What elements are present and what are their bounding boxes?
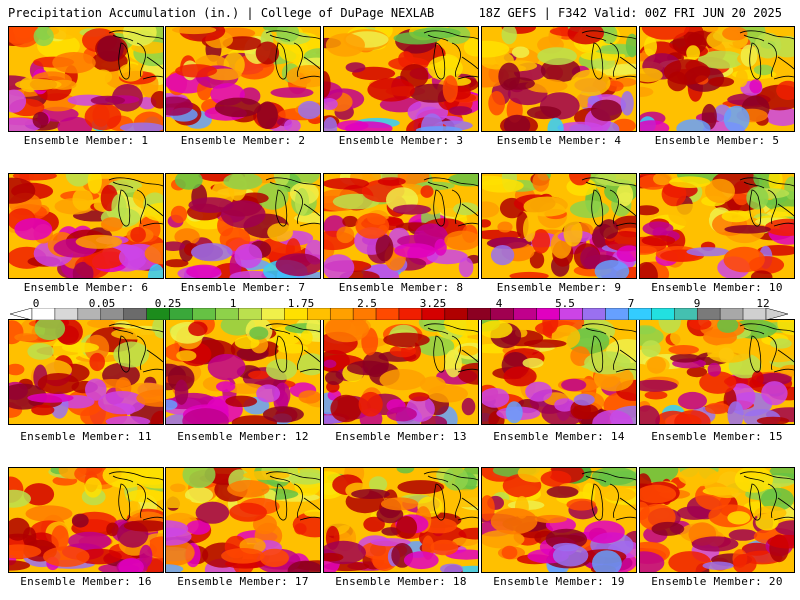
ensemble-member-label: Ensemble Member: 10 [651,281,783,294]
colorbar-swatch [398,308,423,320]
ensemble-member-map [639,173,795,279]
colorbar-swatch [146,308,170,320]
colorbar-swatch [215,308,239,320]
colorbar-swatch [742,308,767,320]
colorbar-swatch [352,308,377,320]
ensemble-member-label: Ensemble Member: 19 [493,575,625,588]
ensemble-member-label: Ensemble Member: 2 [180,134,306,147]
colorbar-swatch [123,308,147,320]
colorbar-tick-label: 1 [229,297,237,310]
ensemble-member-map [323,26,479,132]
colorbar-swatch [628,308,652,320]
colorbar-swatch [582,308,606,320]
colorbar-labels: 0 0.05 0.25 1 1.75 2.5 3.25 4 5.5 7 9 12 [0,297,800,310]
colorbar-tick-label: 2.5 [357,297,377,310]
colorbar-tick-label: 1.75 [287,297,315,310]
ensemble-member-label: Ensemble Member: 6 [23,281,149,294]
colorbar-swatch [329,308,354,320]
colorbar-tick-label: 3.25 [419,297,447,310]
colorbar-swatch [238,308,262,320]
colorbar-swatch [651,308,675,320]
ensemble-member-map [639,26,795,132]
colorbar-swatch [421,308,446,320]
colorbar-swatch [444,308,469,320]
colorbar-swatch [31,308,56,320]
colorbar-swatch [261,308,285,320]
colorbar-swatch [536,308,560,320]
colorbar-tick-label: 4 [495,297,503,310]
colorbar-tick-label: 12 [756,297,770,310]
ensemble-member-label: Ensemble Member: 8 [338,281,464,294]
colorbar-swatch [559,308,583,320]
ensemble-member-map [8,26,164,132]
ensemble-member-label: Ensemble Member: 5 [654,134,780,147]
ensemble-member-map [165,319,321,425]
colorbar-swatch [696,308,721,320]
ensemble-member-map [481,26,637,132]
colorbar-tick-label: 0 [32,297,40,310]
ensemble-member-map [639,319,795,425]
ensemble-member-label: Ensemble Member: 16 [20,575,152,588]
colorbar-swatch [674,308,698,320]
chart-title: Precipitation Accumulation (in.) | Colle… [8,6,435,20]
ensemble-member-map [323,467,479,573]
ensemble-member-label: Ensemble Member: 15 [651,430,783,443]
colorbar-swatch [513,308,537,320]
ensemble-member-label: Ensemble Member: 7 [180,281,306,294]
ensemble-member-label: Ensemble Member: 3 [338,134,464,147]
model-valid-time: 18Z GEFS | F342 Valid: 00Z FRI JUN 20 20… [478,6,782,20]
ensemble-member-map [165,26,321,132]
colorbar-swatch [169,308,193,320]
ensemble-member-map [323,319,479,425]
colorbar-swatch [605,308,629,320]
ensemble-member-label: Ensemble Member: 18 [335,575,467,588]
colorbar-max-arrow [765,308,788,320]
ensemble-member-map [481,319,637,425]
colorbar-tick-label: 0.05 [88,297,116,310]
ensemble-member-map [481,467,637,573]
ensemble-member-map [165,173,321,279]
colorbar-tick-label: 5.5 [555,297,575,310]
colorbar-swatch [719,308,744,320]
ensemble-member-map [8,173,164,279]
colorbar-swatch [77,308,102,320]
ensemble-member-map [165,467,321,573]
colorbar-swatch [192,308,216,320]
ensemble-member-label: Ensemble Member: 4 [496,134,622,147]
colorbar-tick-label: 9 [693,297,701,310]
ensemble-member-label: Ensemble Member: 11 [20,430,152,443]
ensemble-member-map [323,173,479,279]
ensemble-member-label: Ensemble Member: 9 [496,281,622,294]
ensemble-member-map [481,173,637,279]
colorbar-swatch [375,308,400,320]
ensemble-member-map [8,319,164,425]
colorbar-tick-label: 7 [627,297,635,310]
colorbar-swatch [54,308,79,320]
colorbar-swatch [284,308,308,320]
colorbar-swatch [467,308,491,320]
colorbar-swatch [490,308,514,320]
ensemble-member-label: Ensemble Member: 17 [177,575,309,588]
ensemble-member-label: Ensemble Member: 14 [493,430,625,443]
ensemble-member-label: Ensemble Member: 1 [23,134,149,147]
ensemble-member-map [8,467,164,573]
ensemble-member-label: Ensemble Member: 13 [335,430,467,443]
colorbar-tick-label: 0.25 [154,297,182,310]
ensemble-member-map [639,467,795,573]
colorbar-swatch [100,308,124,320]
colorbar-min-arrow [10,308,33,320]
colorbar [10,308,788,320]
colorbar-swatch [307,308,331,320]
ensemble-member-label: Ensemble Member: 12 [177,430,309,443]
ensemble-member-label: Ensemble Member: 20 [651,575,783,588]
